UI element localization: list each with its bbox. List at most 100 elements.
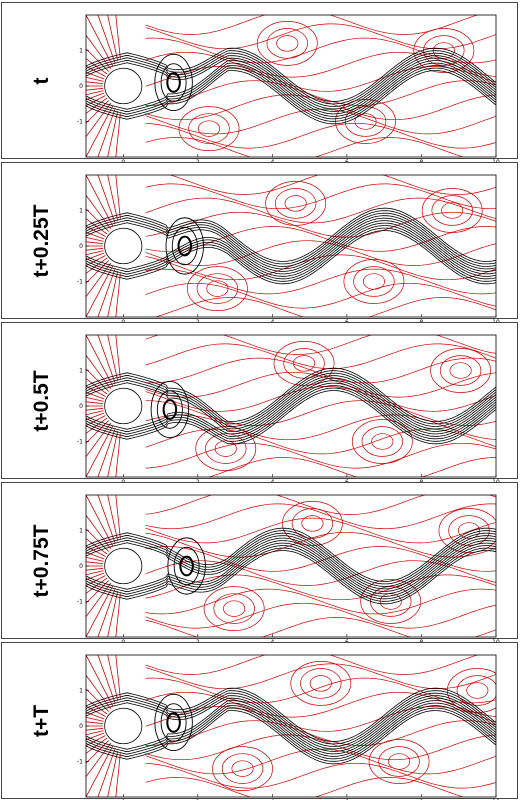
streamline (86, 67, 496, 122)
pressure-contour (86, 420, 109, 444)
pressure-contour (86, 335, 114, 387)
pressure-contour (86, 556, 104, 562)
pressure-contour (86, 655, 114, 707)
pressure-contour (86, 76, 104, 82)
pressure-loop (423, 35, 465, 66)
vortex-streamline (173, 546, 200, 586)
vortex-streamline (171, 226, 198, 266)
pressure-contour (97, 655, 116, 704)
streamline (86, 230, 496, 285)
pressure-loop (354, 113, 377, 130)
pressure-contour (145, 268, 496, 295)
streamline (86, 212, 496, 267)
pressure-contour (86, 495, 114, 547)
pressure-contour (86, 71, 105, 80)
pressure-loop (413, 28, 475, 73)
pressure-contour (86, 698, 108, 715)
pressure-contour (86, 732, 105, 741)
time-label: t+0.25T (30, 204, 53, 277)
pressure-contour (145, 734, 496, 761)
pressure-loop (266, 28, 308, 59)
pressure-contour (86, 48, 109, 72)
pressure-contour (207, 457, 496, 477)
pressure-loop (300, 668, 342, 699)
streamline (86, 220, 496, 275)
pressure-contour (145, 706, 496, 732)
pressure-loop (256, 21, 318, 66)
pressure-loop (309, 675, 332, 692)
pressure-contour (97, 428, 116, 477)
pressure-loop (449, 362, 472, 379)
pressure-contour (86, 407, 103, 411)
pressure-contour (86, 265, 114, 317)
pressure-contour (115, 593, 121, 637)
streamline (86, 532, 496, 587)
pressure-contour (145, 80, 496, 106)
pressure-loop (371, 433, 394, 450)
pressure-contour (107, 590, 119, 637)
pressure-contour (145, 183, 496, 210)
pressure-contour (86, 716, 104, 722)
pressure-contour (86, 422, 112, 458)
streamline (86, 65, 496, 120)
pressure-contour (97, 175, 116, 224)
vortex-streamline (154, 693, 193, 752)
pressure-contour (145, 574, 496, 601)
pressure-contour (145, 94, 496, 121)
streamline (86, 535, 496, 590)
pressure-contour (86, 58, 108, 75)
pressure-contour (97, 588, 116, 637)
pressure-loop (221, 753, 264, 784)
pressure-contour (115, 15, 121, 59)
cylinder (104, 387, 143, 425)
pressure-contour (107, 15, 119, 62)
pressure-loop (466, 682, 489, 699)
streamline (86, 382, 496, 437)
pressure-contour (145, 414, 496, 441)
pressure-loop (421, 188, 483, 233)
pressure-contour (86, 95, 106, 107)
vortex-streamline (177, 235, 193, 257)
pressure-contour (115, 335, 121, 379)
pressure-loop (301, 515, 324, 532)
pressure-loop (223, 600, 246, 617)
cylinder (104, 707, 143, 745)
pressure-contour (145, 777, 465, 797)
pressure-loop (456, 675, 496, 706)
pressure-contour (86, 368, 109, 392)
pressure-contour (86, 208, 109, 232)
streamline (86, 527, 496, 582)
y-tick-label: 0 (79, 723, 83, 730)
pressure-contour (145, 762, 496, 789)
pressure-contour (86, 354, 112, 390)
y-tick-label: 1 (79, 688, 83, 695)
pressure-contour (145, 371, 496, 398)
pressure-contour (86, 92, 105, 101)
pressure-contour (107, 495, 119, 542)
pressure-contour (86, 567, 103, 571)
pressure-loop (276, 35, 299, 52)
streamline (86, 222, 496, 277)
pressure-contour (107, 175, 119, 222)
pressure-loop (431, 195, 473, 226)
pressure-contour (145, 442, 496, 469)
y-tick-label: -1 (77, 439, 83, 446)
streamline (86, 215, 496, 270)
pressure-contour (86, 410, 104, 416)
pressure-contour (115, 175, 121, 219)
time-label-wrap: t+T (22, 651, 62, 791)
streamline (86, 545, 496, 600)
pressure-contour (145, 66, 496, 92)
pressure-contour (86, 87, 103, 91)
pressure-loop (273, 341, 335, 386)
pressure-contour (86, 742, 112, 778)
pressure-contour (86, 585, 114, 637)
pressure-contour (169, 175, 496, 195)
pressure-contour (86, 262, 112, 298)
time-label-wrap: t+0.25T (22, 171, 62, 311)
pressure-contour (115, 655, 121, 699)
pressure-contour (145, 137, 465, 157)
flow-plot: 024681010-1 (77, 174, 500, 326)
pressure-contour (145, 211, 496, 238)
streamline (86, 62, 496, 117)
